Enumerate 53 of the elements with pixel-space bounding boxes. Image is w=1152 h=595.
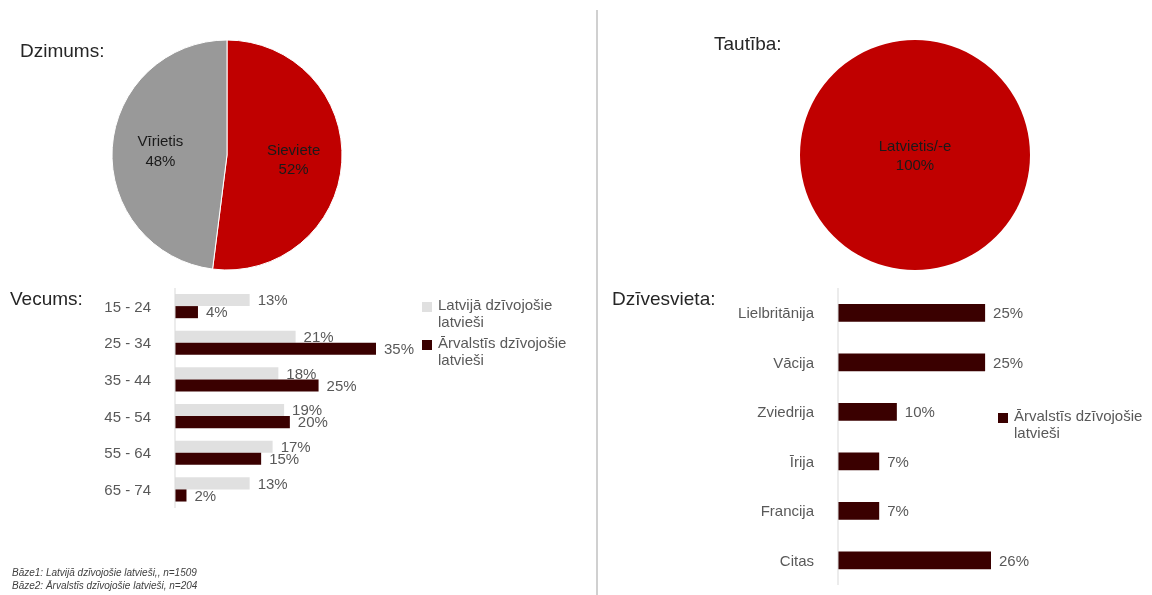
bar bbox=[838, 551, 991, 570]
data-label: 52% bbox=[278, 160, 309, 178]
bar bbox=[175, 379, 319, 392]
y-tick-label: 25 - 34 bbox=[104, 334, 151, 352]
y-tick-label: 15 - 24 bbox=[104, 297, 151, 315]
y-tick-label: Citas bbox=[779, 551, 814, 569]
legend-label: Ārvalstīs dzīvojošie latvieši bbox=[1014, 406, 1144, 441]
bar bbox=[175, 489, 187, 502]
data-label: 25% bbox=[326, 376, 357, 394]
chart-title: Vecums: bbox=[10, 288, 83, 310]
data-label: 7% bbox=[887, 452, 909, 470]
y-tick-label: Zviedrija bbox=[757, 403, 815, 421]
data-label: 13% bbox=[257, 474, 288, 492]
slice-label: Latvietis/-e bbox=[878, 136, 952, 154]
bar bbox=[175, 452, 262, 465]
data-label: 48% bbox=[145, 151, 176, 169]
chart-title: Dzimums: bbox=[20, 40, 105, 62]
y-tick-label: 65 - 74 bbox=[104, 480, 151, 498]
slice-label: Sieviete bbox=[266, 140, 321, 158]
y-tick-label: Īrija bbox=[789, 452, 815, 470]
text: Bāze1: Latvijā dzīvojošie latvieši,, n=1509 bbox=[12, 566, 198, 579]
data-label: 25% bbox=[993, 353, 1024, 371]
data-label: 13% bbox=[257, 291, 288, 309]
data-label: 21% bbox=[303, 328, 334, 346]
legend-label: Latvijā dzīvojošie latvieši bbox=[438, 296, 554, 330]
slice-label: Vīrietis bbox=[137, 132, 184, 150]
data-label: 18% bbox=[286, 364, 317, 382]
y-tick-label: 55 - 64 bbox=[104, 444, 151, 462]
bar bbox=[838, 353, 986, 372]
bar bbox=[838, 502, 880, 520]
data-label: 7% bbox=[887, 502, 909, 520]
y-tick-label: 45 - 54 bbox=[104, 407, 151, 425]
bar bbox=[175, 306, 198, 319]
chart-title: Tautība: bbox=[714, 33, 782, 55]
data-label: 35% bbox=[384, 340, 415, 358]
legend-label: Ārvalstīs dzīvojošie latvieši bbox=[438, 334, 568, 368]
y-tick-label: Lielbritānija bbox=[738, 304, 815, 322]
text: Dzīvesvieta: bbox=[612, 288, 716, 310]
data-label: 10% bbox=[904, 403, 935, 421]
bar bbox=[175, 342, 376, 355]
y-tick-label: 35 - 44 bbox=[104, 370, 151, 388]
y-tick-label: Vācija bbox=[773, 353, 815, 371]
data-label: 25% bbox=[993, 304, 1024, 322]
bar bbox=[175, 416, 290, 429]
data-label: 4% bbox=[205, 303, 228, 321]
y-tick-label: Francija bbox=[760, 502, 815, 520]
data-label: 100% bbox=[895, 156, 935, 173]
text: Bāze2: Ārvalstīs dzīvojošie latvieši, n=204 bbox=[12, 579, 198, 592]
bar bbox=[838, 403, 897, 421]
data-label: 2% bbox=[194, 486, 217, 504]
data-label: 26% bbox=[999, 551, 1030, 569]
bar bbox=[838, 452, 880, 471]
bar bbox=[838, 304, 986, 322]
